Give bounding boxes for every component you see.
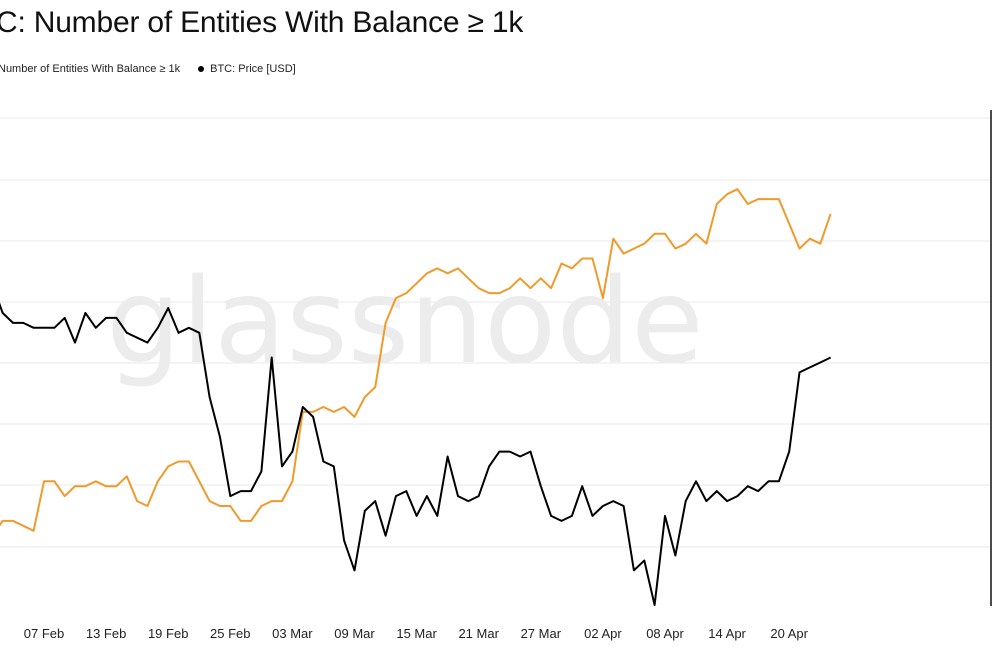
x-tick-label: 27 Mar <box>521 626 562 641</box>
grid-lines <box>0 117 990 548</box>
series-layer <box>0 188 832 606</box>
legend-label-entities: Number of Entities With Balance ≥ 1k <box>0 63 181 75</box>
x-tick-label: 19 Feb <box>148 626 188 641</box>
legend-label-price: BTC: Price [USD] <box>210 63 296 75</box>
legend-dot-icon <box>198 66 205 73</box>
x-axis: 07 Feb 13 Feb 19 Feb 25 Feb 03 Mar 09 Mar 15 M… <box>24 626 809 641</box>
watermark: glassnode <box>106 252 703 390</box>
x-tick-label: 21 Mar <box>458 626 499 641</box>
x-tick-label: 13 Feb <box>86 626 126 641</box>
x-tick-label: 08 Apr <box>646 626 684 641</box>
x-tick-label: 20 Apr <box>770 626 808 641</box>
x-tick-label: 03 Mar <box>272 626 313 641</box>
chart-title: C: Number of Entities With Balance ≥ 1k <box>0 6 524 39</box>
x-tick-label: 02 Apr <box>584 626 622 641</box>
x-tick-label: 07 Feb <box>24 626 64 641</box>
legend-item-entities[interactable]: Number of Entities With Balance ≥ 1k <box>0 63 180 75</box>
chart-legend: Number of Entities With Balance ≥ 1k BTC… <box>0 63 296 75</box>
x-tick-label: 25 Feb <box>210 626 250 641</box>
series-line-entities <box>0 188 832 532</box>
legend-item-price[interactable]: BTC: Price [USD] <box>198 63 296 75</box>
x-tick-label: 14 Apr <box>708 626 746 641</box>
x-tick-label: 15 Mar <box>396 626 437 641</box>
series-line-price <box>0 302 832 606</box>
x-tick-label: 09 Mar <box>334 626 375 641</box>
